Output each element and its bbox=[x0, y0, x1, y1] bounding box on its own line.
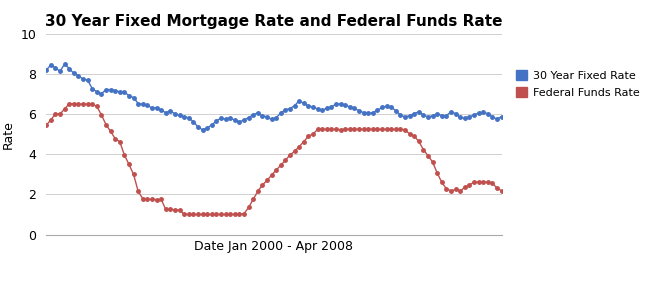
Title: 30 Year Fixed Mortgage Rate and Federal Funds Rate: 30 Year Fixed Mortgage Rate and Federal … bbox=[45, 14, 503, 29]
Y-axis label: Rate: Rate bbox=[2, 120, 15, 149]
X-axis label: Date Jan 2000 - Apr 2008: Date Jan 2000 - Apr 2008 bbox=[195, 240, 353, 253]
Legend: 30 Year Fixed Rate, Federal Funds Rate: 30 Year Fixed Rate, Federal Funds Rate bbox=[516, 70, 640, 98]
